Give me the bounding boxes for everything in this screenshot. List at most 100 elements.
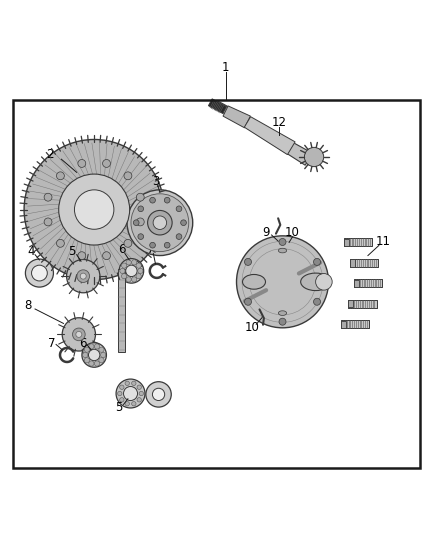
Circle shape <box>88 349 100 361</box>
Circle shape <box>148 211 172 235</box>
Circle shape <box>116 379 145 408</box>
Text: 6: 6 <box>118 244 126 256</box>
Text: 1: 1 <box>222 61 230 74</box>
Circle shape <box>137 398 141 402</box>
Circle shape <box>316 273 332 290</box>
Bar <box>348 300 377 308</box>
Circle shape <box>176 206 182 212</box>
Text: 11: 11 <box>376 235 391 248</box>
Circle shape <box>146 382 171 407</box>
Bar <box>350 260 355 266</box>
Circle shape <box>164 243 170 248</box>
Circle shape <box>125 401 129 406</box>
Circle shape <box>131 260 137 265</box>
Circle shape <box>132 381 136 385</box>
Circle shape <box>121 263 127 268</box>
Circle shape <box>89 361 94 366</box>
Polygon shape <box>244 117 295 155</box>
Bar <box>344 239 349 246</box>
Circle shape <box>57 172 64 180</box>
Circle shape <box>99 347 104 352</box>
Circle shape <box>136 273 141 279</box>
Bar <box>341 320 369 328</box>
Text: 4: 4 <box>27 245 35 257</box>
Circle shape <box>137 385 141 390</box>
Text: 10: 10 <box>285 226 300 239</box>
Circle shape <box>133 220 139 225</box>
Polygon shape <box>208 99 226 114</box>
Bar <box>13 100 420 468</box>
Ellipse shape <box>279 248 286 253</box>
Polygon shape <box>223 106 251 128</box>
Circle shape <box>24 140 164 280</box>
Circle shape <box>124 239 132 247</box>
Circle shape <box>138 234 144 239</box>
Circle shape <box>244 259 251 265</box>
Text: 8: 8 <box>24 300 31 312</box>
Text: 2: 2 <box>46 148 54 161</box>
Circle shape <box>84 347 89 352</box>
Circle shape <box>136 218 144 226</box>
Circle shape <box>117 391 122 395</box>
Circle shape <box>120 385 124 390</box>
Circle shape <box>152 388 165 400</box>
Circle shape <box>89 344 94 349</box>
Circle shape <box>279 238 286 246</box>
Circle shape <box>150 197 155 203</box>
Circle shape <box>102 159 110 167</box>
Circle shape <box>126 277 131 282</box>
Text: 7: 7 <box>48 337 56 350</box>
Circle shape <box>237 236 328 328</box>
Circle shape <box>25 259 53 287</box>
Circle shape <box>100 352 106 358</box>
Bar <box>118 269 125 352</box>
Bar <box>350 259 378 267</box>
Circle shape <box>57 239 64 247</box>
Circle shape <box>124 172 132 180</box>
Circle shape <box>78 159 86 167</box>
Circle shape <box>82 343 106 367</box>
Circle shape <box>121 273 127 279</box>
Circle shape <box>131 277 137 282</box>
Circle shape <box>132 401 136 406</box>
Circle shape <box>76 332 82 337</box>
Circle shape <box>138 268 143 273</box>
Circle shape <box>99 358 104 363</box>
Circle shape <box>126 265 137 277</box>
Text: 10: 10 <box>244 321 259 334</box>
Polygon shape <box>215 101 312 165</box>
Circle shape <box>77 270 89 282</box>
Circle shape <box>82 352 88 358</box>
Circle shape <box>80 273 86 279</box>
Circle shape <box>102 252 110 260</box>
Ellipse shape <box>279 311 286 316</box>
Circle shape <box>164 197 170 203</box>
Circle shape <box>279 318 286 325</box>
Circle shape <box>62 318 95 351</box>
Text: 5: 5 <box>69 245 76 257</box>
Circle shape <box>74 190 114 229</box>
Circle shape <box>150 243 155 248</box>
Circle shape <box>244 298 251 305</box>
Circle shape <box>180 220 187 225</box>
Bar <box>348 300 353 307</box>
Circle shape <box>119 259 144 283</box>
Bar <box>341 321 346 328</box>
Circle shape <box>139 391 143 395</box>
Circle shape <box>78 252 86 260</box>
Bar <box>354 279 382 287</box>
Circle shape <box>59 174 130 245</box>
Circle shape <box>314 298 321 305</box>
Circle shape <box>136 193 144 201</box>
Bar <box>344 238 372 246</box>
Circle shape <box>131 194 189 252</box>
Circle shape <box>67 260 100 293</box>
Text: 5: 5 <box>116 401 123 414</box>
Text: 7: 7 <box>147 244 155 256</box>
Ellipse shape <box>243 274 265 289</box>
Circle shape <box>314 259 321 265</box>
Circle shape <box>94 361 99 366</box>
Circle shape <box>136 263 141 268</box>
Text: 6: 6 <box>79 337 87 350</box>
Circle shape <box>120 268 125 273</box>
